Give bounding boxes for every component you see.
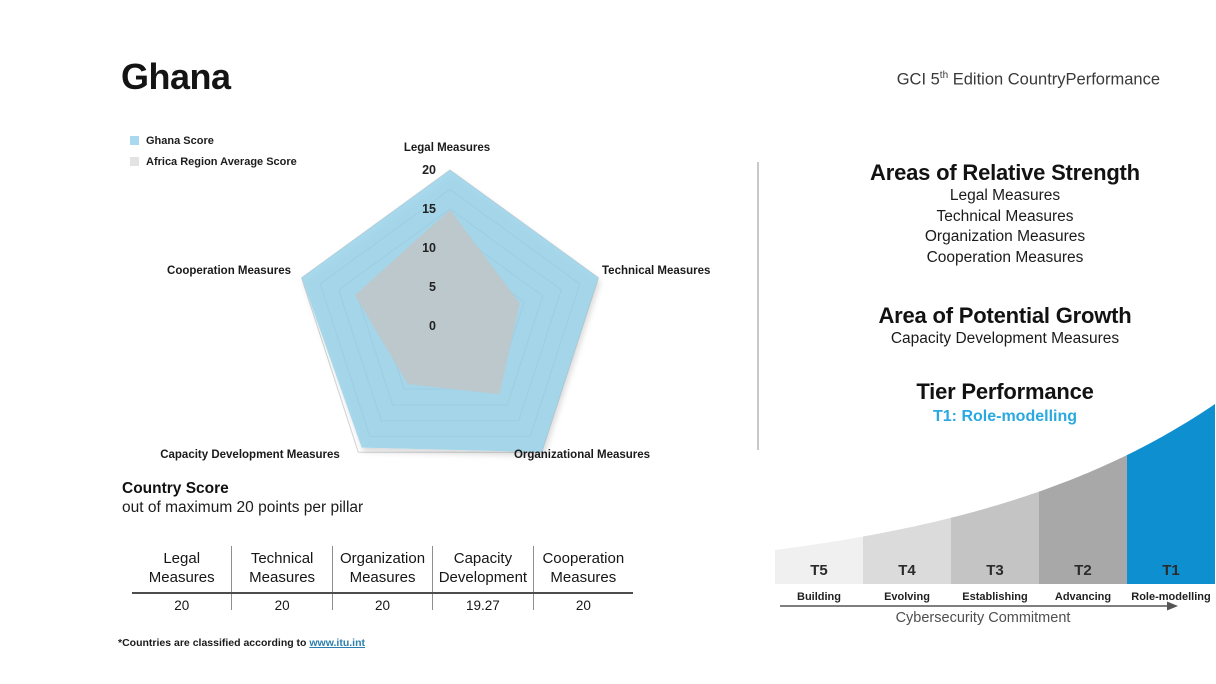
radar-legend: Ghana Score Africa Region Average Score (130, 130, 297, 172)
legend-label: Africa Region Average Score (146, 155, 297, 168)
footnote-text: *Countries are classified according to (118, 637, 310, 649)
strength-item: Cooperation Measures (926, 248, 1084, 266)
score-value: 20 (575, 598, 591, 613)
report-title-suffix: Edition CountryPerformance (948, 70, 1160, 89)
svg-text:10: 10 (422, 241, 436, 255)
country-score-table: Legal Measures 20 Technical Measures 20 Or… (132, 546, 633, 613)
page-title: Ghana (121, 56, 231, 97)
strength-item: Legal Measures (949, 187, 1061, 204)
svg-text:Building: Building (797, 591, 841, 603)
svg-text:0: 0 (429, 319, 436, 333)
ghana-score-swatch (130, 136, 139, 145)
table-column-legal: Legal Measures 20 (132, 546, 231, 613)
growth-title: Area of Potential Growth (878, 303, 1132, 328)
svg-text:T2: T2 (1074, 562, 1092, 579)
svg-text:5: 5 (429, 280, 436, 294)
country-score-subtitle: out of maximum 20 points per pillar (122, 499, 364, 516)
axis-label-legal: Legal Measures (403, 142, 491, 154)
svg-text:T4: T4 (898, 562, 916, 579)
svg-text:Establishing: Establishing (962, 591, 1027, 603)
areas-of-strength-section: Areas of Relative Strength Legal Measure… (772, 160, 1216, 268)
svg-text:20: 20 (422, 163, 436, 177)
legend-label: Ghana Score (146, 134, 214, 147)
svg-text:T3: T3 (986, 562, 1004, 579)
tier-performance-section: Tier Performance T1: Role-modelling (772, 379, 1216, 426)
report-edition-title: GCI 5th Edition CountryPerformance (897, 70, 1160, 90)
svg-text:Role-modelling: Role-modelling (1131, 591, 1210, 603)
svg-text:T1: T1 (1162, 562, 1180, 579)
axis-label-capacity: Capacity Development Measures (160, 449, 340, 461)
score-value: 19.27 (466, 598, 500, 613)
potential-growth-section: Area of Potential Growth Capacity Develo… (772, 303, 1216, 350)
report-title-prefix: GCI 5 (896, 70, 940, 89)
table-column-cooperation: Cooperation Measures 20 (532, 546, 633, 613)
itu-link[interactable]: www.itu.int (309, 637, 365, 649)
radar-chart: 0 5 10 15 20 (301, 163, 599, 453)
country-score-title: Country Score (122, 480, 229, 497)
svg-text:Cybersecurity Commitment: Cybersecurity Commitment (896, 610, 1071, 626)
svg-text:T5: T5 (810, 562, 828, 579)
strength-item: Organization Measures (924, 228, 1086, 245)
table-header-rule (132, 592, 633, 594)
table-column-organization: Organization Measures 20 (331, 546, 432, 613)
axis-label-organizational: Organizational Measures (513, 449, 651, 461)
africa-average-swatch (130, 157, 139, 166)
strength-title: Areas of Relative Strength (870, 160, 1140, 185)
score-value: 20 (274, 598, 290, 613)
classification-footnote: *Countries are classified according to w… (118, 637, 365, 649)
strength-item: Technical Measures (936, 207, 1074, 225)
svg-text:15: 15 (422, 202, 436, 216)
section-divider (757, 162, 759, 450)
legend-item-africa: Africa Region Average Score (130, 151, 297, 172)
score-value: 20 (174, 598, 190, 613)
tier-title: Tier Performance (916, 379, 1094, 404)
tier-curve-chart: T5 Building T4 Evolving T3 Establishing T2 Adva… (775, 404, 1215, 626)
svg-text:Advancing: Advancing (1055, 591, 1111, 603)
table-column-capacity: Capacity Development 19.27 (432, 546, 532, 613)
score-value: 20 (375, 598, 391, 613)
table-column-technical: Technical Measures 20 (231, 546, 331, 613)
legend-item-ghana: Ghana Score (130, 130, 297, 151)
axis-label-cooperation: Cooperation Measures (167, 265, 291, 277)
growth-item: Capacity Development Measures (890, 330, 1120, 347)
tier-current-value: T1: Role-modelling (933, 408, 1077, 425)
report-title-superscript: th (939, 70, 949, 81)
axis-label-technical: Technical Measures (602, 265, 711, 277)
svg-text:Evolving: Evolving (884, 591, 930, 603)
